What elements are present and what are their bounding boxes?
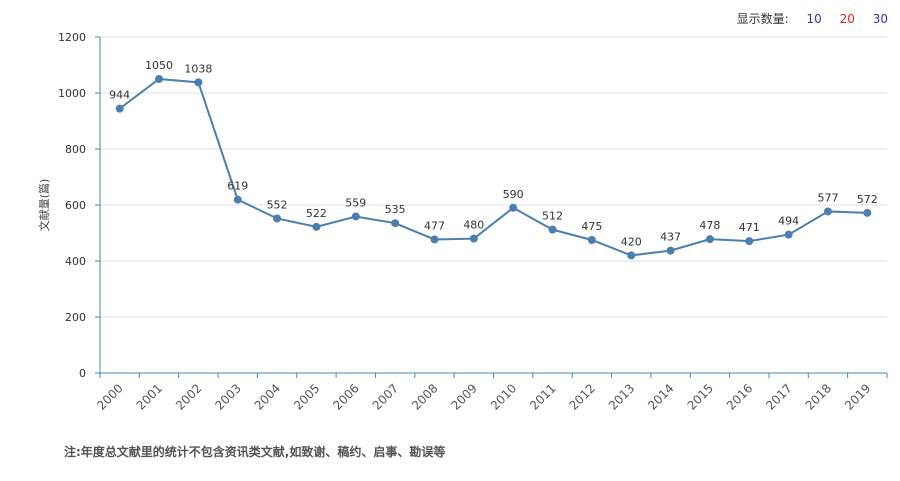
- x-tick-label: 2017: [763, 381, 794, 412]
- y-tick-label: 200: [65, 311, 86, 324]
- data-label: 420: [621, 235, 642, 248]
- data-label: 522: [306, 207, 327, 220]
- data-point: [351, 212, 360, 221]
- data-point: [705, 235, 714, 244]
- x-tick-label: 2011: [527, 381, 558, 412]
- x-tick-label: 2018: [803, 381, 834, 412]
- data-point: [627, 251, 636, 260]
- data-label: 480: [463, 219, 484, 232]
- y-tick-label: 1000: [58, 87, 86, 100]
- data-point: [784, 230, 793, 239]
- data-label: 512: [542, 210, 563, 223]
- data-point: [312, 222, 321, 231]
- data-point: [509, 203, 518, 212]
- data-label: 577: [817, 191, 838, 204]
- data-point: [155, 75, 164, 83]
- data-label: 552: [267, 198, 288, 211]
- x-tick-label: 2004: [252, 381, 283, 412]
- data-label: 535: [385, 203, 406, 216]
- x-tick-label: 2019: [842, 381, 873, 412]
- display-count-selector: 显示数量: 10 20 30: [737, 10, 888, 27]
- data-point: [469, 234, 478, 243]
- data-point: [666, 246, 675, 255]
- data-label: 437: [660, 231, 681, 244]
- data-point: [548, 225, 557, 234]
- data-point: [745, 237, 754, 246]
- data-point: [391, 219, 400, 228]
- series-line: [119, 77, 868, 257]
- data-point: [273, 214, 282, 223]
- data-point: [863, 208, 872, 217]
- data-label: 477: [424, 219, 445, 232]
- x-tick-label: 2009: [448, 381, 479, 412]
- x-tick-label: 2000: [94, 381, 125, 412]
- data-point: [823, 207, 832, 216]
- data-label: 478: [699, 219, 720, 232]
- data-label: 559: [345, 196, 366, 209]
- x-tick-label: 2001: [134, 381, 165, 412]
- data-label: 619: [227, 180, 248, 193]
- display-count-option-30[interactable]: 30: [872, 12, 888, 26]
- data-label: 1050: [145, 59, 173, 72]
- line-chart: 0 200 400 600 800 1000 1200 文献量(篇) 2000 2001 2002 2…: [37, 31, 888, 413]
- y-tick-label: 400: [65, 255, 86, 268]
- x-tick-label: 2016: [724, 381, 755, 412]
- display-count-option-20[interactable]: 20: [839, 12, 855, 26]
- x-tick-label: 2006: [330, 381, 361, 412]
- x-tick-label: 2010: [488, 381, 519, 412]
- data-label: 590: [503, 188, 524, 201]
- data-point: [430, 235, 439, 244]
- data-point: [115, 104, 124, 113]
- data-label: 572: [857, 193, 878, 206]
- y-tick-label: 600: [65, 199, 86, 212]
- y-tick-label: 1200: [58, 31, 86, 44]
- y-axis-label: 文献量(篇): [37, 179, 51, 232]
- display-count-label: 显示数量:: [736, 12, 789, 26]
- data-label: 944: [109, 89, 130, 102]
- data-label: 494: [778, 215, 799, 228]
- x-tick-label: 2005: [291, 381, 322, 412]
- footnote: 注:年度总文献里的统计不包含资讯类文献,如致谢、稿约、启事、勘误等: [64, 445, 446, 459]
- display-count-option-10[interactable]: 10: [806, 12, 822, 26]
- data-label: 475: [581, 220, 602, 233]
- y-tick-label: 800: [65, 143, 86, 156]
- data-point: [233, 195, 242, 204]
- x-tick-label: 2008: [409, 381, 440, 412]
- x-tick-label: 2007: [370, 381, 401, 412]
- data-label: 471: [739, 221, 760, 234]
- x-tick-label: 2003: [212, 381, 243, 412]
- y-tick-label: 0: [79, 367, 86, 380]
- x-tick-label: 2014: [645, 381, 676, 412]
- x-tick-label: 2015: [685, 381, 716, 412]
- x-tick-label: 2002: [173, 381, 204, 412]
- data-point: [587, 236, 596, 244]
- x-tick-label: 2012: [566, 381, 597, 412]
- data-point: [194, 78, 203, 87]
- x-tick-label: 2013: [606, 381, 637, 412]
- data-label: 1038: [184, 62, 212, 75]
